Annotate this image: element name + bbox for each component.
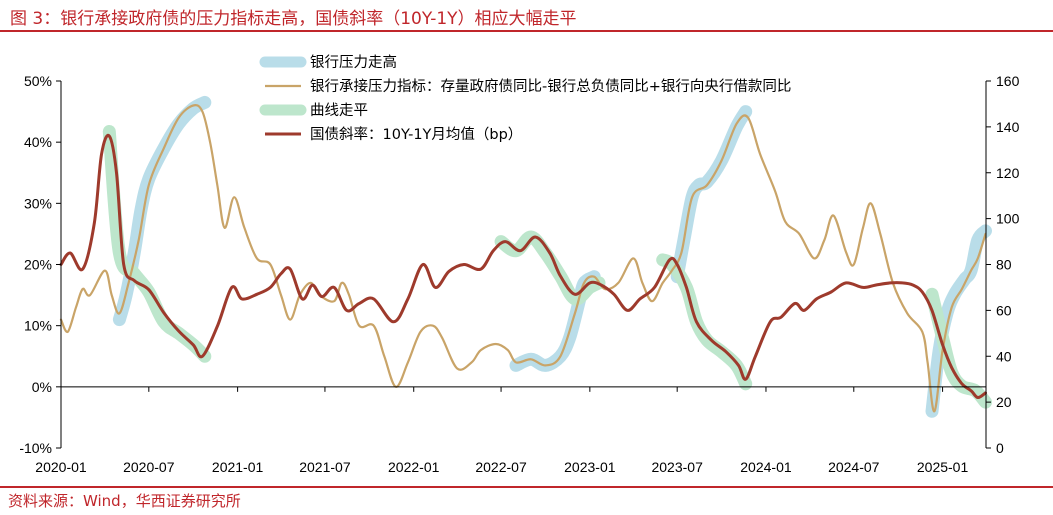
x-tick-label: 2023-07 <box>651 459 703 475</box>
right-tick-label: 80 <box>996 257 1012 273</box>
x-tick-label: 2023-01 <box>564 459 616 475</box>
legend-label-2: 曲线走平 <box>310 102 368 119</box>
right-tick-label: 160 <box>996 73 1020 89</box>
series-2-highlight-segment-3 <box>925 287 992 409</box>
series-2-highlight-segment-2 <box>656 253 753 391</box>
x-tick-label: 2025-01 <box>917 459 969 475</box>
source-note: 资料来源：Wind，华西证券研究所 <box>8 492 241 510</box>
x-tick-label: 2022-01 <box>388 459 440 475</box>
x-tick-label: 2024-07 <box>828 459 880 475</box>
legend: 银行压力走高银行承接压力指标：存量政府债同比-银行总负债同比+银行向央行借款同比… <box>259 54 791 143</box>
right-tick-label: 40 <box>996 348 1012 364</box>
legend-label-0: 银行压力走高 <box>310 54 397 71</box>
x-tick-label: 2020-01 <box>35 459 87 475</box>
legend-label-3: 国债斜率：10Y-1Y月均值（bp） <box>310 126 522 143</box>
x-tick-label: 2021-01 <box>212 459 264 475</box>
right-tick-label: 120 <box>996 165 1020 181</box>
left-tick-label: -10% <box>19 440 52 456</box>
chart-svg: 50% 40% 30% 20% 10% 0% -10% 160 140 120 100 80 60 40 2… <box>19 54 1019 475</box>
series-1-line <box>59 104 987 413</box>
axes-layer: 50% 40% 30% 20% 10% 0% -10% 160 140 120 100 80 60 40 2… <box>19 73 1019 475</box>
left-tick-label: 50% <box>24 73 52 89</box>
right-tick-label: 20 <box>996 394 1012 410</box>
right-tick-label: 0 <box>996 440 1004 456</box>
left-tick-label: 20% <box>24 257 52 273</box>
series-3-line <box>59 133 987 399</box>
title-rule <box>0 30 1053 32</box>
right-tick-label: 60 <box>996 302 1012 318</box>
x-tick-label: 2020-07 <box>123 459 175 475</box>
x-tick-label: 2022-07 <box>475 459 527 475</box>
left-tick-label: 0% <box>32 379 52 395</box>
left-tick-label: 10% <box>24 318 52 334</box>
legend-label-1: 银行承接压力指标：存量政府债同比-银行总负债同比+银行向央行借款同比 <box>310 78 791 95</box>
left-tick-label: 30% <box>24 195 52 211</box>
right-tick-label: 140 <box>996 119 1020 135</box>
chart-title: 图 3：银行承接政府债的压力指标走高，国债斜率（10Y-1Y）相应大幅走平 <box>10 9 577 29</box>
series-0-highlight-segment-2 <box>670 105 753 284</box>
source-rule <box>0 486 1053 488</box>
line-layer <box>59 104 987 413</box>
x-tick-label: 2024-01 <box>740 459 792 475</box>
series-0-highlight-segment-0 <box>112 95 212 327</box>
left-tick-label: 40% <box>24 134 52 150</box>
x-tick-label: 2021-07 <box>299 459 351 475</box>
right-tick-label: 100 <box>996 211 1020 227</box>
